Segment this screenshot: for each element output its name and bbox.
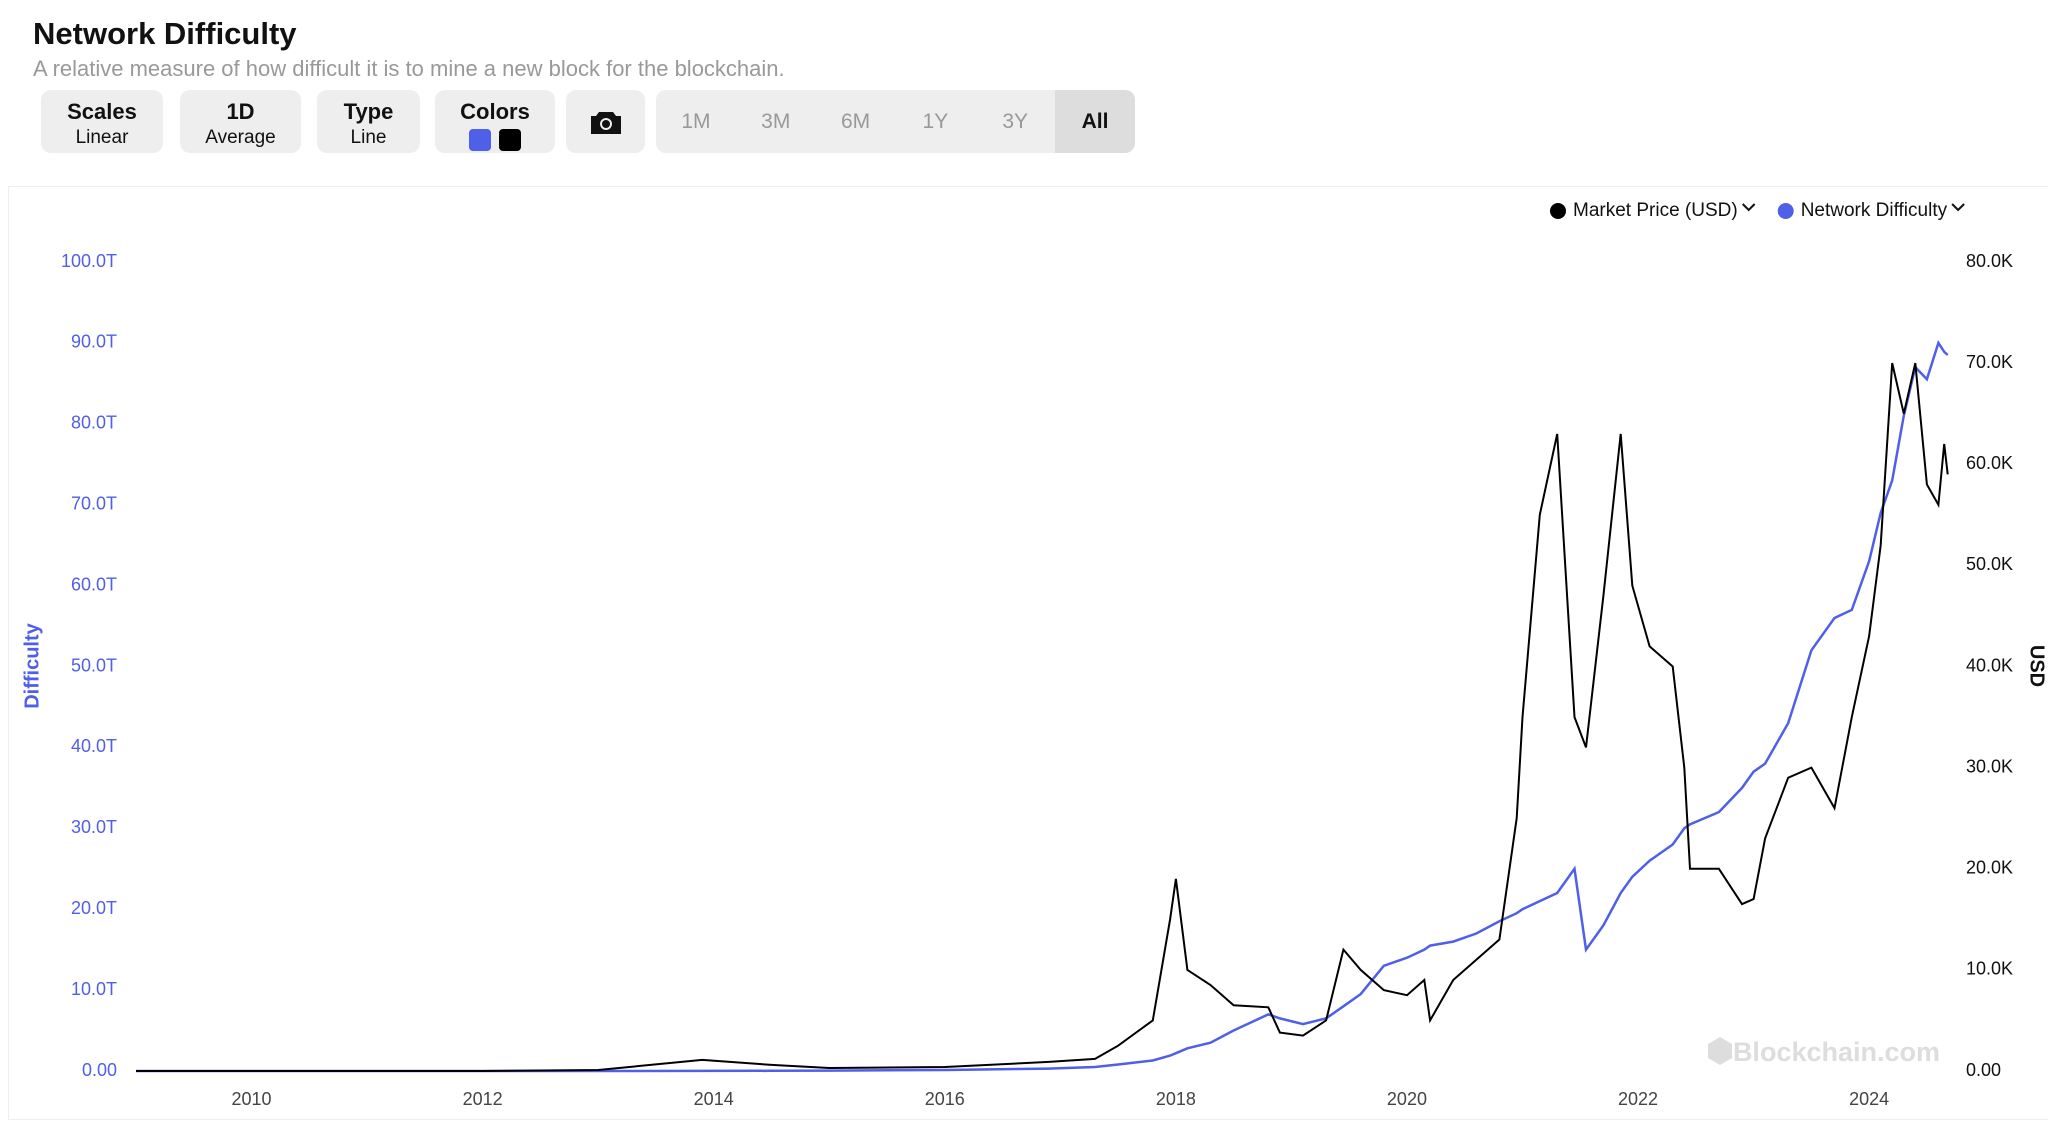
label: 1D xyxy=(226,99,255,124)
average-button[interactable]: 1D Average xyxy=(180,90,301,153)
swatch xyxy=(469,129,491,151)
value: Average xyxy=(205,127,276,148)
y2-tick-label: 20.0K xyxy=(1966,858,2013,878)
watermark-logo xyxy=(1708,1037,1732,1065)
y2-tick-label: 80.0K xyxy=(1966,251,2013,271)
range-button[interactable]: All xyxy=(1055,90,1135,153)
type-button[interactable]: Type Line xyxy=(317,90,420,153)
series-line xyxy=(136,362,1949,1072)
y-tick-label: 70.0T xyxy=(71,493,117,513)
y-tick-label: 50.0T xyxy=(71,655,117,675)
legend-chevron xyxy=(1741,203,1756,212)
subtitle: A relative measure of how difficult it i… xyxy=(33,56,785,81)
x-tick-label: 2016 xyxy=(925,1089,965,1109)
title: Network Difficulty xyxy=(33,16,297,51)
value: Linear xyxy=(75,127,129,148)
y-axis-title: Difficulty xyxy=(21,622,43,708)
x-tick-label: 2012 xyxy=(463,1089,503,1109)
watermark: Blockchain.com xyxy=(1733,1037,1940,1067)
range-button[interactable]: 3M xyxy=(761,110,791,133)
range-button[interactable]: 3Y xyxy=(1002,110,1029,133)
legend-marker xyxy=(1550,203,1566,219)
y2-tick-label: 10.0K xyxy=(1966,959,2013,979)
label: Colors xyxy=(460,99,530,124)
label: Type xyxy=(343,99,394,124)
range-button[interactable]: 6M xyxy=(840,110,871,133)
range-button[interactable]: 1Y xyxy=(922,110,949,133)
y-tick-label: 60.0T xyxy=(71,574,117,594)
camera-button[interactable] xyxy=(566,90,645,153)
x-tick-label: 2022 xyxy=(1618,1089,1658,1109)
y2-tick-label: 30.0K xyxy=(1966,756,2013,776)
legend-marker xyxy=(1777,203,1794,219)
swatch xyxy=(499,129,521,151)
y2-axis-title: USD xyxy=(2026,645,2048,687)
x-tick-label: 2024 xyxy=(1849,1089,1889,1109)
x-tick-label: 2020 xyxy=(1387,1089,1427,1109)
y2-tick-label: 60.0K xyxy=(1966,453,2013,473)
legend-chevron xyxy=(1951,203,1965,212)
chart-card xyxy=(8,186,2048,1120)
y2-tick-label: 40.0K xyxy=(1966,655,2013,675)
y-tick-label: 10.0T xyxy=(71,979,117,999)
x-tick-label: 2014 xyxy=(694,1089,734,1109)
legend-label: Network Difficulty xyxy=(1801,200,1948,221)
y2-tick-label: 0.00 xyxy=(1966,1060,2001,1080)
label: Scales xyxy=(67,99,137,124)
y-tick-label: 20.0T xyxy=(71,898,117,918)
x-tick-label: 2018 xyxy=(1156,1089,1196,1109)
scales-button[interactable]: Scales Linear xyxy=(41,90,163,153)
y-tick-label: 40.0T xyxy=(71,736,117,756)
y-tick-label: 30.0T xyxy=(71,817,117,837)
y-tick-label: 80.0T xyxy=(71,413,117,433)
colors-button[interactable]: Colors xyxy=(435,90,555,153)
value: Line xyxy=(350,127,387,148)
legend-label: Market Price (USD) xyxy=(1573,200,1738,221)
range-button[interactable]: 1M xyxy=(681,110,711,133)
series-line xyxy=(136,340,1949,1073)
x-tick-label: 2010 xyxy=(232,1089,272,1109)
y2-tick-label: 70.0K xyxy=(1966,352,2013,372)
range-selector: 1M 3M 6M 1Y 3Y All xyxy=(656,90,1135,153)
camera-icon xyxy=(590,112,621,134)
swatches xyxy=(435,129,555,151)
y-tick-label: 0.00 xyxy=(82,1060,117,1080)
y2-tick-label: 50.0K xyxy=(1966,554,2013,574)
y-tick-label: 100.0T xyxy=(61,251,117,271)
y-tick-label: 90.0T xyxy=(71,332,117,352)
